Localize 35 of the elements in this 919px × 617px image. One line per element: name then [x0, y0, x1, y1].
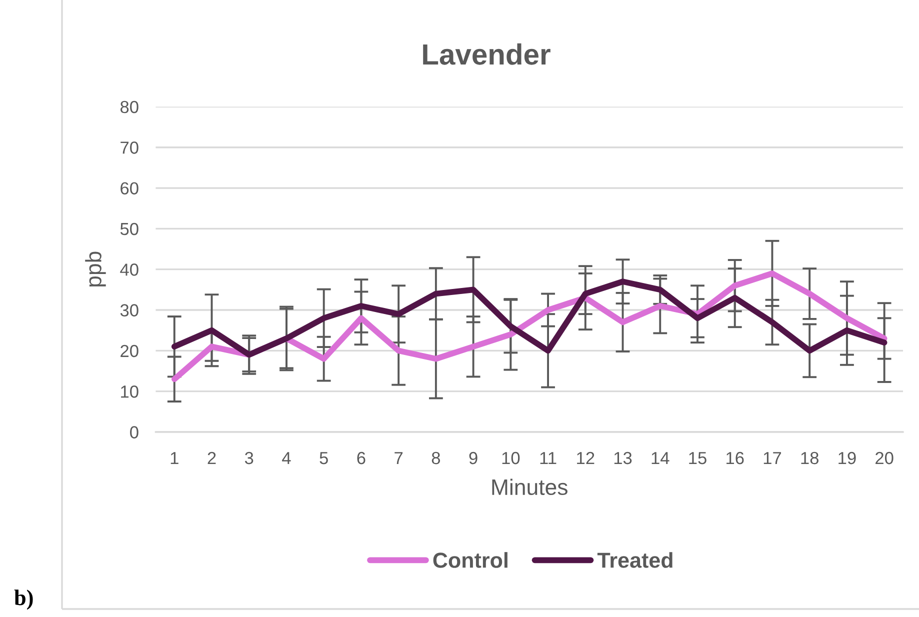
y-tick-label: 80 — [120, 100, 138, 114]
x-tick-label: 2 — [208, 452, 216, 464]
x-tick-label: 9 — [469, 452, 478, 464]
x-tick-label: 12 — [577, 452, 594, 464]
legend-label: Control — [433, 552, 508, 568]
x-tick-label: 19 — [838, 452, 856, 464]
y-tick-label: 50 — [120, 222, 138, 236]
text: b) — [14, 590, 33, 610]
x-tick-label: 10 — [502, 452, 520, 464]
y-axis-title: ppb — [85, 252, 106, 286]
y-tick-label: 0 — [130, 426, 138, 438]
x-tick-label: 3 — [244, 452, 254, 464]
x-tick-label: 14 — [652, 452, 670, 464]
x-tick-label: 17 — [764, 452, 782, 464]
chart-title: Lavender — [423, 43, 550, 65]
y-tick-label: 20 — [120, 344, 138, 358]
x-tick-label: 5 — [320, 452, 328, 464]
x-tick-label: 20 — [876, 452, 894, 464]
x-tick-label: 16 — [726, 452, 744, 464]
x-tick-label: 18 — [801, 452, 818, 464]
legend-label: Treated — [597, 552, 672, 568]
x-tick-label: 13 — [614, 452, 632, 464]
x-tick-label: 1 — [170, 452, 178, 464]
y-tick-label: 30 — [120, 304, 138, 316]
y-tick-label: 40 — [120, 264, 138, 276]
x-tick-label: 6 — [357, 452, 366, 464]
x-tick-label: 11 — [540, 452, 556, 464]
x-tick-label: 8 — [432, 452, 440, 464]
x-tick-label: 4 — [282, 452, 291, 464]
y-tick-label: 60 — [120, 182, 138, 194]
x-tick-label: 15 — [689, 452, 706, 464]
x-tick-label: 7 — [394, 452, 403, 464]
y-tick-label: 10 — [121, 386, 138, 398]
x-axis-title: Minutes — [492, 478, 568, 496]
y-tick-label: 70 — [120, 142, 138, 154]
